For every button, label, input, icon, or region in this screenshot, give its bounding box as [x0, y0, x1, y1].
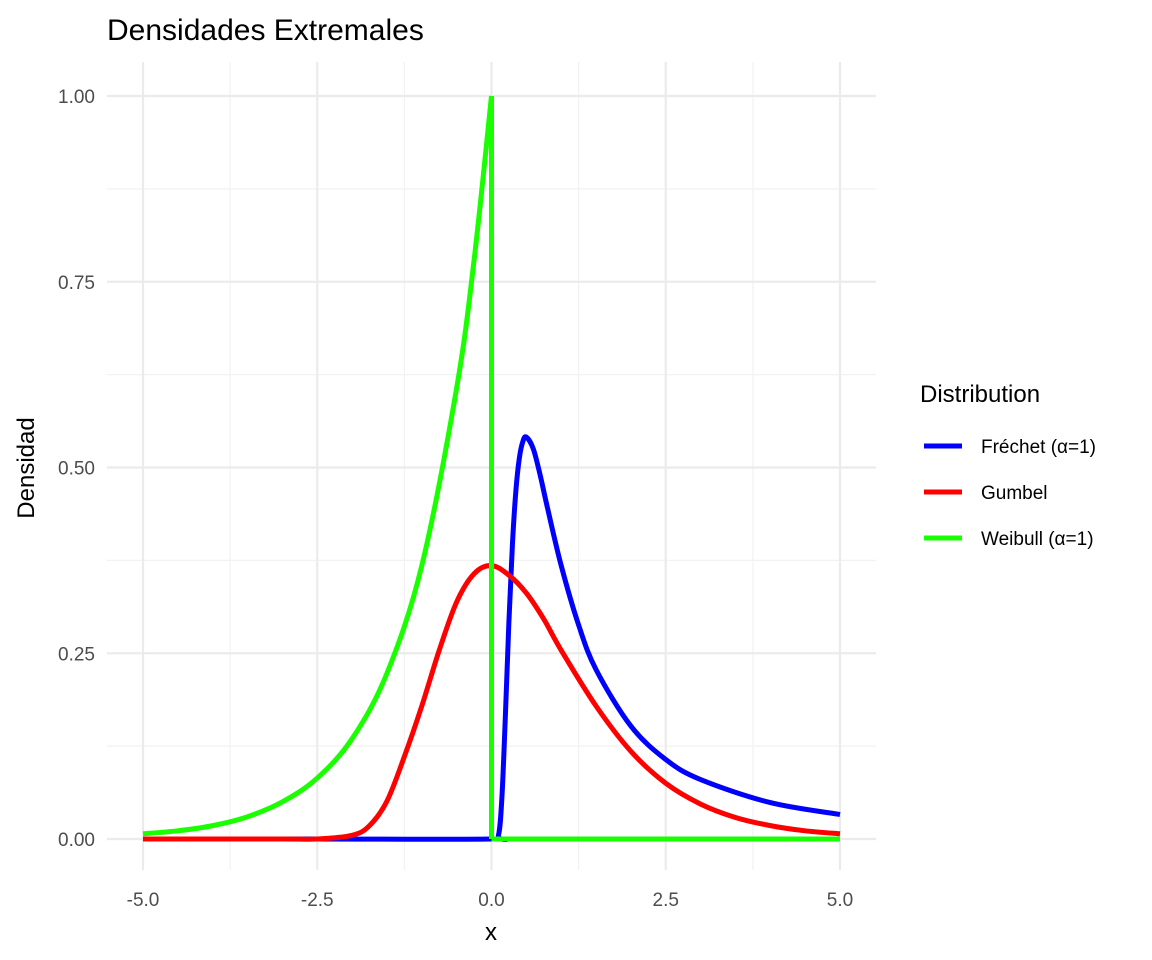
legend-title: Distribution	[920, 381, 1040, 408]
y-axis-tick-labels: 0.00 0.25 0.50 0.75 1.00	[58, 87, 95, 851]
x-tick-label: -2.5	[301, 890, 334, 911]
x-tick-label: -5.0	[127, 890, 160, 911]
x-tick-label: 0.0	[478, 890, 504, 911]
y-tick-label: 0.50	[58, 459, 95, 480]
legend-label: Weibull (α=1)	[981, 529, 1094, 550]
y-tick-label: 0.25	[58, 644, 95, 665]
y-axis-title: Densidad	[13, 417, 40, 518]
legend: Distribution Fréchet (α=1) Gumbel Weibull …	[920, 381, 1096, 550]
x-tick-label: 5.0	[827, 890, 853, 911]
legend-items: Fréchet (α=1) Gumbel Weibull (α=1)	[924, 437, 1096, 550]
legend-label: Gumbel	[981, 483, 1048, 504]
x-axis-title: x	[485, 919, 497, 946]
legend-label: Fréchet (α=1)	[981, 437, 1096, 458]
series-lines	[142, 95, 841, 843]
y-tick-label: 0.00	[58, 830, 95, 851]
y-tick-label: 0.75	[58, 273, 95, 294]
series-line-3	[142, 95, 840, 842]
series-line-2	[143, 563, 841, 842]
chart-title: Densidades Extremales	[107, 14, 424, 47]
x-axis-tick-labels: -5.0 -2.5 0.0 2.5 5.0	[127, 890, 854, 911]
x-tick-label: 2.5	[653, 890, 679, 911]
y-tick-label: 1.00	[58, 87, 95, 108]
